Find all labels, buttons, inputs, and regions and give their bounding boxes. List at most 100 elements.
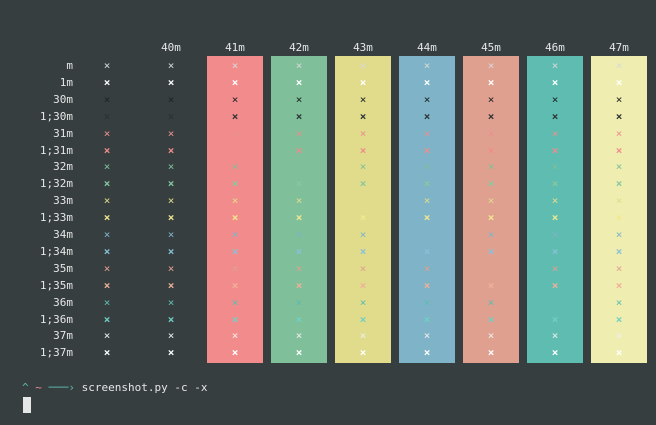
color-sample-mark: × xyxy=(167,143,175,157)
color-sample-mark: × xyxy=(231,143,239,157)
color-sample-mark: × xyxy=(487,75,495,89)
color-sample-mark: × xyxy=(551,261,559,275)
color-sample-mark: × xyxy=(231,278,239,292)
column-header-45m: 45m xyxy=(481,41,501,54)
row-label: 1;31m xyxy=(39,143,73,157)
color-sample-mark: × xyxy=(167,244,175,258)
row-label: 31m xyxy=(53,126,73,140)
color-sample-mark: × xyxy=(103,75,111,89)
row-label: 1;34m xyxy=(39,244,73,258)
color-sample-mark: × xyxy=(167,92,175,106)
color-sample-mark: × xyxy=(295,346,303,360)
row-label: 1;36m xyxy=(39,312,73,326)
bg-column-45m xyxy=(463,56,519,363)
color-sample-mark: × xyxy=(103,261,111,275)
color-sample-mark: × xyxy=(103,312,111,326)
arrow-glyph: ───› xyxy=(48,381,76,394)
color-sample-mark: × xyxy=(487,346,495,360)
color-sample-mark: × xyxy=(103,160,111,174)
color-sample-mark: × xyxy=(295,59,303,72)
color-sample-mark: × xyxy=(551,126,559,140)
color-sample-mark: × xyxy=(231,346,239,360)
color-sample-mark: × xyxy=(359,126,367,140)
color-sample-mark: × xyxy=(231,109,239,123)
color-sample-mark: × xyxy=(103,194,111,208)
row-label: 1;35m xyxy=(39,278,73,292)
color-sample-mark: × xyxy=(359,244,367,258)
color-sample-mark: × xyxy=(231,261,239,275)
color-sample-mark: × xyxy=(103,278,111,292)
color-sample-mark: × xyxy=(103,59,111,72)
color-sample-mark: × xyxy=(615,211,623,225)
color-sample-mark: × xyxy=(423,59,431,72)
color-sample-mark: × xyxy=(359,329,367,343)
color-sample-mark: × xyxy=(167,228,175,241)
color-sample-mark: × xyxy=(167,75,175,89)
color-sample-mark: × xyxy=(423,160,431,174)
column-header-41m: 41m xyxy=(225,41,245,54)
color-sample-mark: × xyxy=(295,160,303,174)
color-sample-mark: × xyxy=(615,126,623,140)
color-sample-mark: × xyxy=(295,228,303,241)
color-sample-mark: × xyxy=(231,194,239,208)
color-sample-mark: × xyxy=(103,346,111,360)
row-label: 32m xyxy=(53,160,73,174)
color-sample-mark: × xyxy=(359,295,367,309)
column-header-42m: 42m xyxy=(289,41,309,54)
row-label: 1;33m xyxy=(39,211,73,225)
color-sample-mark: × xyxy=(103,92,111,106)
color-sample-mark: × xyxy=(615,228,623,241)
color-sample-mark: × xyxy=(615,75,623,89)
color-sample-mark: × xyxy=(551,329,559,343)
color-sample-mark: × xyxy=(615,59,623,72)
color-sample-mark: × xyxy=(551,160,559,174)
color-sample-mark: × xyxy=(167,346,175,360)
color-sample-mark: × xyxy=(295,329,303,343)
color-sample-mark: × xyxy=(615,295,623,309)
color-sample-mark: × xyxy=(487,329,495,343)
column-header-43m: 43m xyxy=(353,41,373,54)
color-sample-mark: × xyxy=(167,59,175,72)
color-sample-mark: × xyxy=(551,244,559,258)
color-sample-mark: × xyxy=(487,194,495,208)
command-text: screenshot.py -c -x xyxy=(81,381,208,394)
row-label: 37m xyxy=(53,329,73,343)
color-sample-mark: × xyxy=(103,228,111,241)
color-sample-mark: × xyxy=(167,295,175,309)
row-label: 1;30m xyxy=(39,109,73,123)
color-sample-mark: × xyxy=(423,109,431,123)
color-sample-mark: × xyxy=(615,92,623,106)
color-sample-mark: × xyxy=(167,194,175,208)
color-sample-mark: × xyxy=(295,75,303,89)
color-sample-mark: × xyxy=(167,126,175,140)
color-sample-mark: × xyxy=(551,278,559,292)
color-sample-mark: × xyxy=(103,126,111,140)
color-sample-mark: × xyxy=(551,211,559,225)
color-sample-mark: × xyxy=(423,278,431,292)
color-sample-mark: × xyxy=(103,244,111,258)
color-sample-mark: × xyxy=(295,278,303,292)
color-sample-mark: × xyxy=(359,59,367,72)
color-sample-mark: × xyxy=(359,312,367,326)
color-sample-mark: × xyxy=(551,194,559,208)
color-sample-mark: × xyxy=(359,143,367,157)
color-sample-mark: × xyxy=(231,59,239,72)
color-sample-mark: × xyxy=(423,346,431,360)
column-header-44m: 44m xyxy=(417,41,437,54)
color-sample-mark: × xyxy=(423,312,431,326)
row-label: 1m xyxy=(59,75,73,89)
column-header-46m: 46m xyxy=(545,41,565,54)
color-sample-mark: × xyxy=(231,92,239,106)
color-sample-mark: × xyxy=(231,75,239,89)
color-sample-mark: × xyxy=(487,126,495,140)
color-sample-mark: × xyxy=(295,143,303,157)
color-sample-mark: × xyxy=(167,329,175,343)
column-header-40m: 40m xyxy=(161,41,181,54)
color-sample-mark: × xyxy=(487,278,495,292)
text-cursor[interactable] xyxy=(23,397,31,413)
color-sample-mark: × xyxy=(423,211,431,225)
color-sample-mark: × xyxy=(487,160,495,174)
color-sample-mark: × xyxy=(423,92,431,106)
color-sample-mark: × xyxy=(231,329,239,343)
